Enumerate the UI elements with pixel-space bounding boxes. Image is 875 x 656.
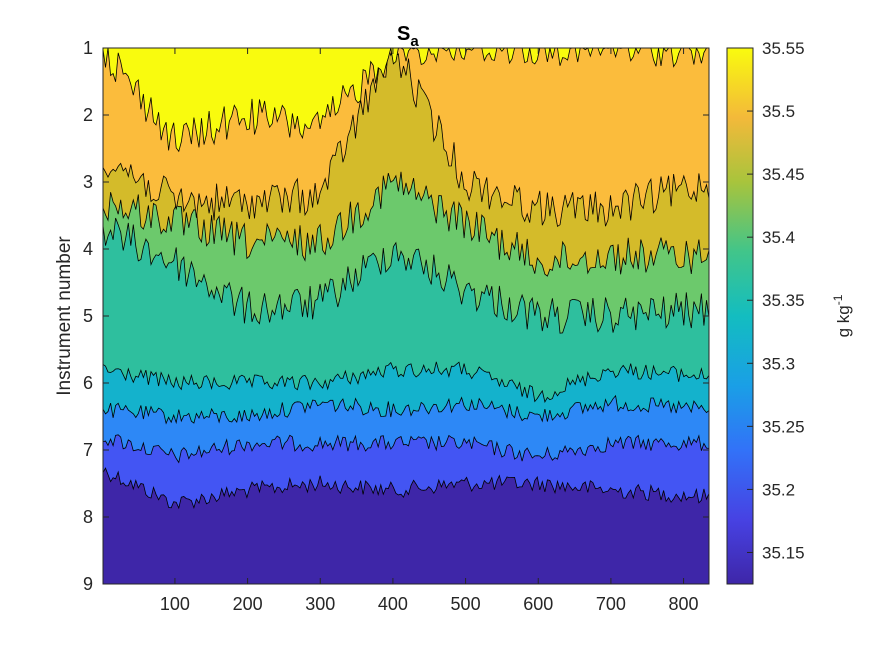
colorbar-tick-label: 35.5	[762, 102, 795, 121]
y-tick-label: 3	[83, 172, 93, 192]
contour-bands	[103, 48, 709, 508]
x-tick-label: 500	[451, 594, 481, 614]
colorbar-tick-label: 35.3	[762, 354, 795, 373]
y-tick-label: 2	[83, 105, 93, 125]
x-tick-label: 300	[305, 594, 335, 614]
colorbar-tick-label: 35.2	[762, 480, 795, 499]
colorbar-tick-label: 35.55	[762, 39, 805, 58]
y-tick-label: 7	[83, 440, 93, 460]
x-tick-label: 100	[160, 594, 190, 614]
y-tick-label: 8	[83, 507, 93, 527]
colorbar-tick-label: 35.4	[762, 228, 795, 247]
x-tick-label: 600	[523, 594, 553, 614]
colorbar-tick-label: 35.25	[762, 417, 805, 436]
y-axis-label: Instrument number	[54, 236, 75, 396]
y-tick-label: 4	[83, 239, 93, 259]
colorbar-tick-label: 35.35	[762, 291, 805, 310]
colorbar-label: g kg-1	[831, 294, 853, 337]
y-tick-label: 9	[83, 574, 93, 594]
x-tick-label: 700	[596, 594, 626, 614]
colorbar	[727, 48, 753, 584]
x-tick-label: 800	[669, 594, 699, 614]
colorbar-ticks: 35.15 35.2 35.25 35.3 35.35 35.4 35.45 35.5 35.5…	[747, 39, 805, 562]
colorbar-tick-label: 35.15	[762, 543, 805, 562]
y-tick-label: 6	[83, 373, 93, 393]
y-tick-label: 5	[83, 306, 93, 326]
chart-title: Sa	[397, 23, 419, 50]
x-tick-label: 200	[233, 594, 263, 614]
x-tick-label: 400	[378, 594, 408, 614]
colorbar-tick-label: 35.45	[762, 165, 805, 184]
y-tick-label: 1	[83, 38, 93, 58]
